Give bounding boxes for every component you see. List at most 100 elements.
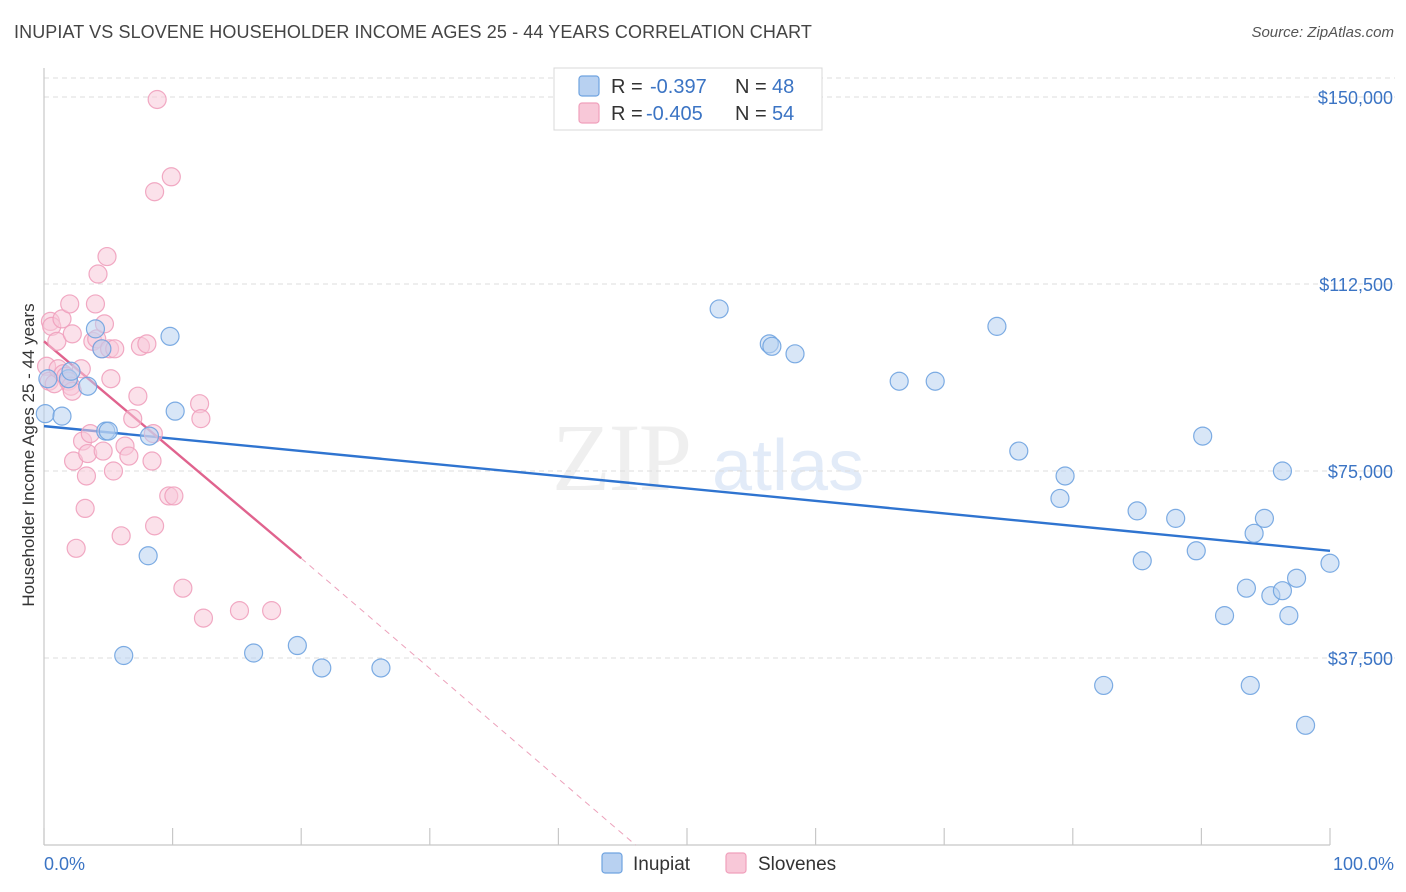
inupiat-points [35,299,1340,735]
slovenes-point-20 [76,466,97,486]
inupiat-point-5 [78,376,98,396]
slovenes-point-50 [173,578,193,598]
axes [43,68,1331,846]
slovenes-point-41 [137,334,157,354]
inupiat-point-41 [1272,581,1293,601]
slovenes-point-53 [193,608,214,628]
bottom-legend-label-inupiat: Inupiat [633,854,691,875]
slovenes-trend-extension [300,557,636,846]
inupiat-point-46 [1320,553,1340,573]
inupiat-point-28 [1055,466,1075,486]
slovenes-points [36,89,282,628]
inupiat-point-19 [709,299,729,319]
inupiat-point-44 [1286,568,1307,588]
slovenes-point-48 [161,167,181,187]
slovenes-point-16 [66,538,86,558]
slovenes-point-30 [97,246,117,267]
slovenes-point-54 [229,601,250,621]
slovenes-point-33 [103,461,124,481]
inupiat-point-15 [244,643,264,663]
bottom-legend-label-slovenes: Slovenes [758,854,836,875]
slovenes-point-7 [52,309,72,329]
slovenes-point-39 [128,386,148,406]
inupiat-point-7 [92,339,112,359]
slovenes-point-44 [144,516,165,536]
inupiat-point-10 [114,645,134,666]
slovenes-point-38 [123,409,143,429]
watermark-zip: ZIP [552,404,690,511]
inupiat-point-33 [1186,541,1206,561]
inupiat-point-16 [287,635,307,656]
slovenes-point-11 [60,294,80,314]
inupiat-point-35 [1214,606,1235,626]
legend-r-value-inupiat: -0.397 [650,76,707,98]
inupiat-point-29 [1094,675,1114,696]
inupiat-point-18 [371,658,391,678]
y-tick-label-0: $37,500 [1328,649,1393,669]
inupiat-point-14 [165,401,185,421]
legend-r-value-slovenes: -0.405 [646,103,703,125]
inupiat-point-0 [35,404,55,424]
inupiat-point-2 [52,406,72,426]
inupiat-point-31 [1132,551,1152,571]
legend-n-value-slovenes: 54 [772,103,794,125]
inupiat-point-43 [1279,606,1299,626]
series-legend: Inupiat Slovenes [601,852,836,875]
slovenes-point-37 [119,446,139,466]
y-axis-label: Householder Income Ages 25 - 44 years [19,303,38,606]
legend-r-label-inupiat: R = [611,76,643,98]
inupiat-point-6 [85,319,106,339]
legend-swatch-inupiat [578,75,600,97]
legend-swatch-slovenes [578,102,600,124]
y-tick-labels: $37,500 $75,000 $112,500 $150,000 [1318,88,1393,669]
inupiat-point-12 [139,426,160,446]
inupiat-point-4 [61,361,81,381]
slovenes-point-42 [142,451,162,471]
x-tick-labels: 0.0% 100.0% [44,854,1394,874]
legend-r-label-slovenes: R = [611,103,643,125]
inupiat-point-27 [1050,488,1070,509]
inupiat-point-36 [1236,578,1257,598]
slovenes-point-13 [62,324,82,344]
inupiat-point-23 [889,371,909,391]
grid-lines [44,77,1395,659]
slovenes-point-45 [144,182,165,202]
slovenes-point-28 [93,441,113,461]
correlation-legend: R = -0.397 N = 48 R = -0.405 N = 54 [553,67,823,131]
slovenes-point-49 [164,486,184,506]
inupiat-point-34 [1193,426,1213,446]
inupiat-point-30 [1127,501,1147,521]
slovenes-point-5 [47,331,67,351]
slovenes-point-35 [111,526,131,546]
inupiat-point-39 [1254,508,1275,528]
inupiat-point-24 [925,371,945,391]
inupiat-point-13 [160,326,180,346]
inupiat-point-25 [987,316,1007,336]
slovenes-point-24 [85,294,106,314]
slovenes-point-32 [101,369,121,389]
inupiat-point-38 [1244,523,1264,543]
y-tick-label-1: $75,000 [1328,462,1393,482]
inupiat-trend-line [43,424,1331,552]
bottom-legend-swatch-slovenes [725,852,747,874]
x-tick-label-min: 0.0% [44,854,85,874]
y-tick-label-2: $112,500 [1319,275,1393,295]
slovenes-point-52 [191,409,211,429]
legend-n-value-inupiat: 48 [772,76,794,98]
inupiat-point-32 [1166,508,1186,528]
inupiat-point-42 [1272,461,1293,481]
slovenes-point-46 [147,89,167,110]
bottom-legend-swatch-inupiat [601,852,623,874]
inupiat-point-17 [312,658,332,678]
chart-title: INUPIAT VS SLOVENE HOUSEHOLDER INCOME AG… [14,22,812,42]
inupiat-point-22 [785,344,805,364]
inupiat-point-11 [138,546,158,566]
slovenes-point-55 [262,601,282,621]
inupiat-point-1 [38,369,58,389]
x-tick-label-max: 100.0% [1333,854,1394,874]
inupiat-point-45 [1295,715,1316,735]
chart-source: Source: ZipAtlas.com [1251,24,1394,41]
inupiat-point-21 [762,336,782,356]
inupiat-point-26 [1009,441,1029,461]
